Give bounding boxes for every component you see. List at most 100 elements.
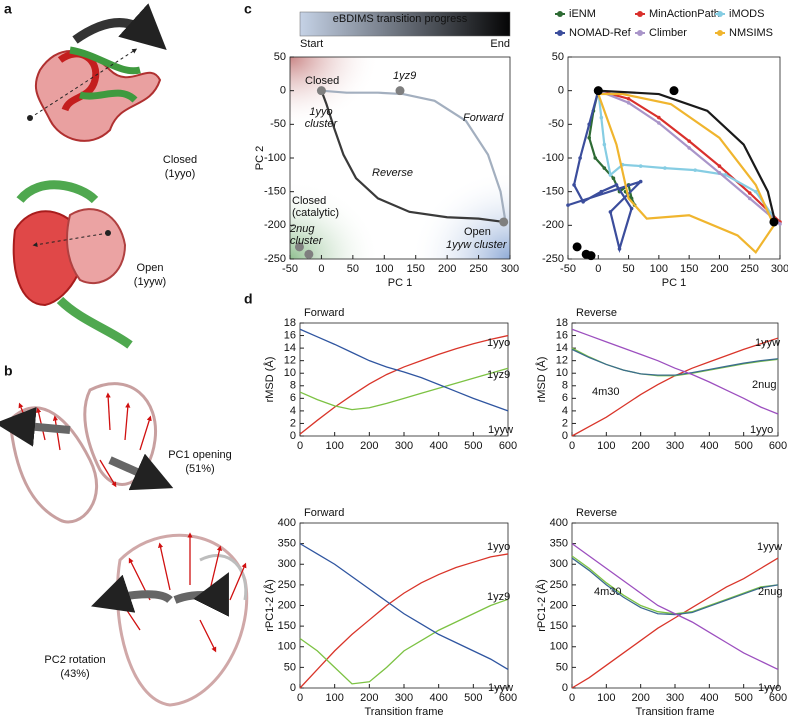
x-tick-label: 600 <box>769 440 787 452</box>
x-tick-label: 0 <box>297 692 303 704</box>
colorbar-title: eBDIMS transition progress <box>333 13 468 25</box>
legend-label: MinActionPath <box>649 8 720 20</box>
series-line <box>299 367 509 411</box>
structure-point <box>572 242 582 252</box>
series-point <box>617 247 622 251</box>
y-tick-label: 200 <box>278 599 296 611</box>
legend-label: iENM <box>569 8 596 20</box>
x-tick-label: 100 <box>325 692 343 704</box>
series-label: 1yyo <box>487 337 510 349</box>
series-line <box>567 90 642 254</box>
y-tick-label: 0 <box>558 85 564 97</box>
series-point <box>657 121 661 125</box>
legend-swatch <box>637 11 643 17</box>
series-line <box>571 347 779 377</box>
y-tick-label: 400 <box>278 517 296 529</box>
annotation: (43%) <box>60 668 89 680</box>
y-tick-label: 50 <box>552 51 564 63</box>
y-tick-label: 0 <box>290 430 296 442</box>
series-label: 1yz9 <box>487 369 510 381</box>
y-tick-label: -150 <box>542 186 564 198</box>
series-line <box>571 543 779 671</box>
x-tick-label: -50 <box>282 263 298 275</box>
legend-label: NOMAD-Ref <box>569 27 632 39</box>
y-tick-label: 0 <box>290 682 296 694</box>
y-tick-label: 250 <box>550 579 568 591</box>
series-label: 4m30 <box>592 386 620 398</box>
y-tick-label: 16 <box>284 329 296 341</box>
series-point <box>578 156 582 160</box>
x-tick-label: 50 <box>622 263 634 275</box>
y-tick-label: 300 <box>550 558 568 570</box>
series-line <box>571 557 779 616</box>
series-point <box>566 203 570 207</box>
series-point <box>587 136 591 140</box>
structure-point <box>593 86 603 96</box>
protein-modes <box>0 382 249 707</box>
panel-label: a <box>4 1 12 17</box>
series-point <box>599 115 604 120</box>
x-tick-label: 0 <box>297 440 303 452</box>
series-line <box>597 89 781 225</box>
y-axis-label: rMSD (Å) <box>535 357 548 403</box>
y-tick-label: 2 <box>290 417 296 429</box>
series-point <box>602 166 607 170</box>
series-point <box>717 164 722 168</box>
x-tick-label: 300 <box>666 692 684 704</box>
annotation: (catalytic) <box>292 207 339 219</box>
protein-open <box>12 180 133 349</box>
y-tick-label: 400 <box>550 517 568 529</box>
series-point <box>608 210 613 214</box>
y-tick-label: 200 <box>550 599 568 611</box>
annotation: PC2 rotation <box>44 654 105 666</box>
series-point <box>629 206 634 211</box>
y-tick-label: 8 <box>562 380 568 392</box>
annotation: Open <box>137 262 164 274</box>
y-tick-label: 150 <box>278 620 296 632</box>
chart-title: Reverse <box>576 307 617 319</box>
y-tick-label: 2 <box>562 417 568 429</box>
y-tick-label: 14 <box>284 342 296 354</box>
y-tick-label: 250 <box>278 579 296 591</box>
chart-title: Forward <box>304 507 344 519</box>
structure-point <box>304 249 314 259</box>
series-line <box>320 90 504 224</box>
annotation: 1yyw cluster <box>446 239 508 251</box>
series-point <box>593 156 598 160</box>
x-tick-label: 150 <box>407 263 425 275</box>
x-tick-label: 200 <box>360 692 378 704</box>
structure-point <box>769 217 779 227</box>
series-label: Forward <box>463 112 504 124</box>
plot-frame <box>299 322 509 437</box>
y-tick-label: -200 <box>542 219 564 231</box>
structure-point <box>294 242 304 252</box>
colorbar-label: Start <box>300 38 323 50</box>
y-tick-label: 18 <box>556 317 568 329</box>
series-point <box>717 171 722 175</box>
series-point <box>587 122 591 127</box>
y-tick-label: 8 <box>290 380 296 392</box>
series-point <box>602 142 607 147</box>
y-axis-label: rMSD (Å) <box>263 357 276 403</box>
x-tick-label: 150 <box>680 263 698 275</box>
y-tick-label: -50 <box>548 118 564 130</box>
series-point <box>638 179 643 184</box>
annotation: Open <box>464 226 491 238</box>
x-tick-label: 400 <box>429 440 447 452</box>
series-point <box>687 139 691 143</box>
x-tick-label: 300 <box>501 263 519 275</box>
y-tick-label: 100 <box>550 641 568 653</box>
chart-title: Forward <box>304 307 344 319</box>
x-tick-label: 0 <box>318 263 324 275</box>
x-tick-label: 600 <box>769 692 787 704</box>
x-tick-label: 500 <box>734 692 752 704</box>
x-tick-label: 500 <box>464 440 482 452</box>
x-tick-label: 300 <box>666 440 684 452</box>
series-line <box>321 89 507 219</box>
series-label: 2nug <box>758 586 782 598</box>
legend-swatch <box>637 30 643 36</box>
annotation: Closed <box>292 195 326 207</box>
annotation: (1yyw) <box>134 276 166 288</box>
annotation: 1yz9 <box>393 70 416 82</box>
series-line <box>299 598 509 685</box>
